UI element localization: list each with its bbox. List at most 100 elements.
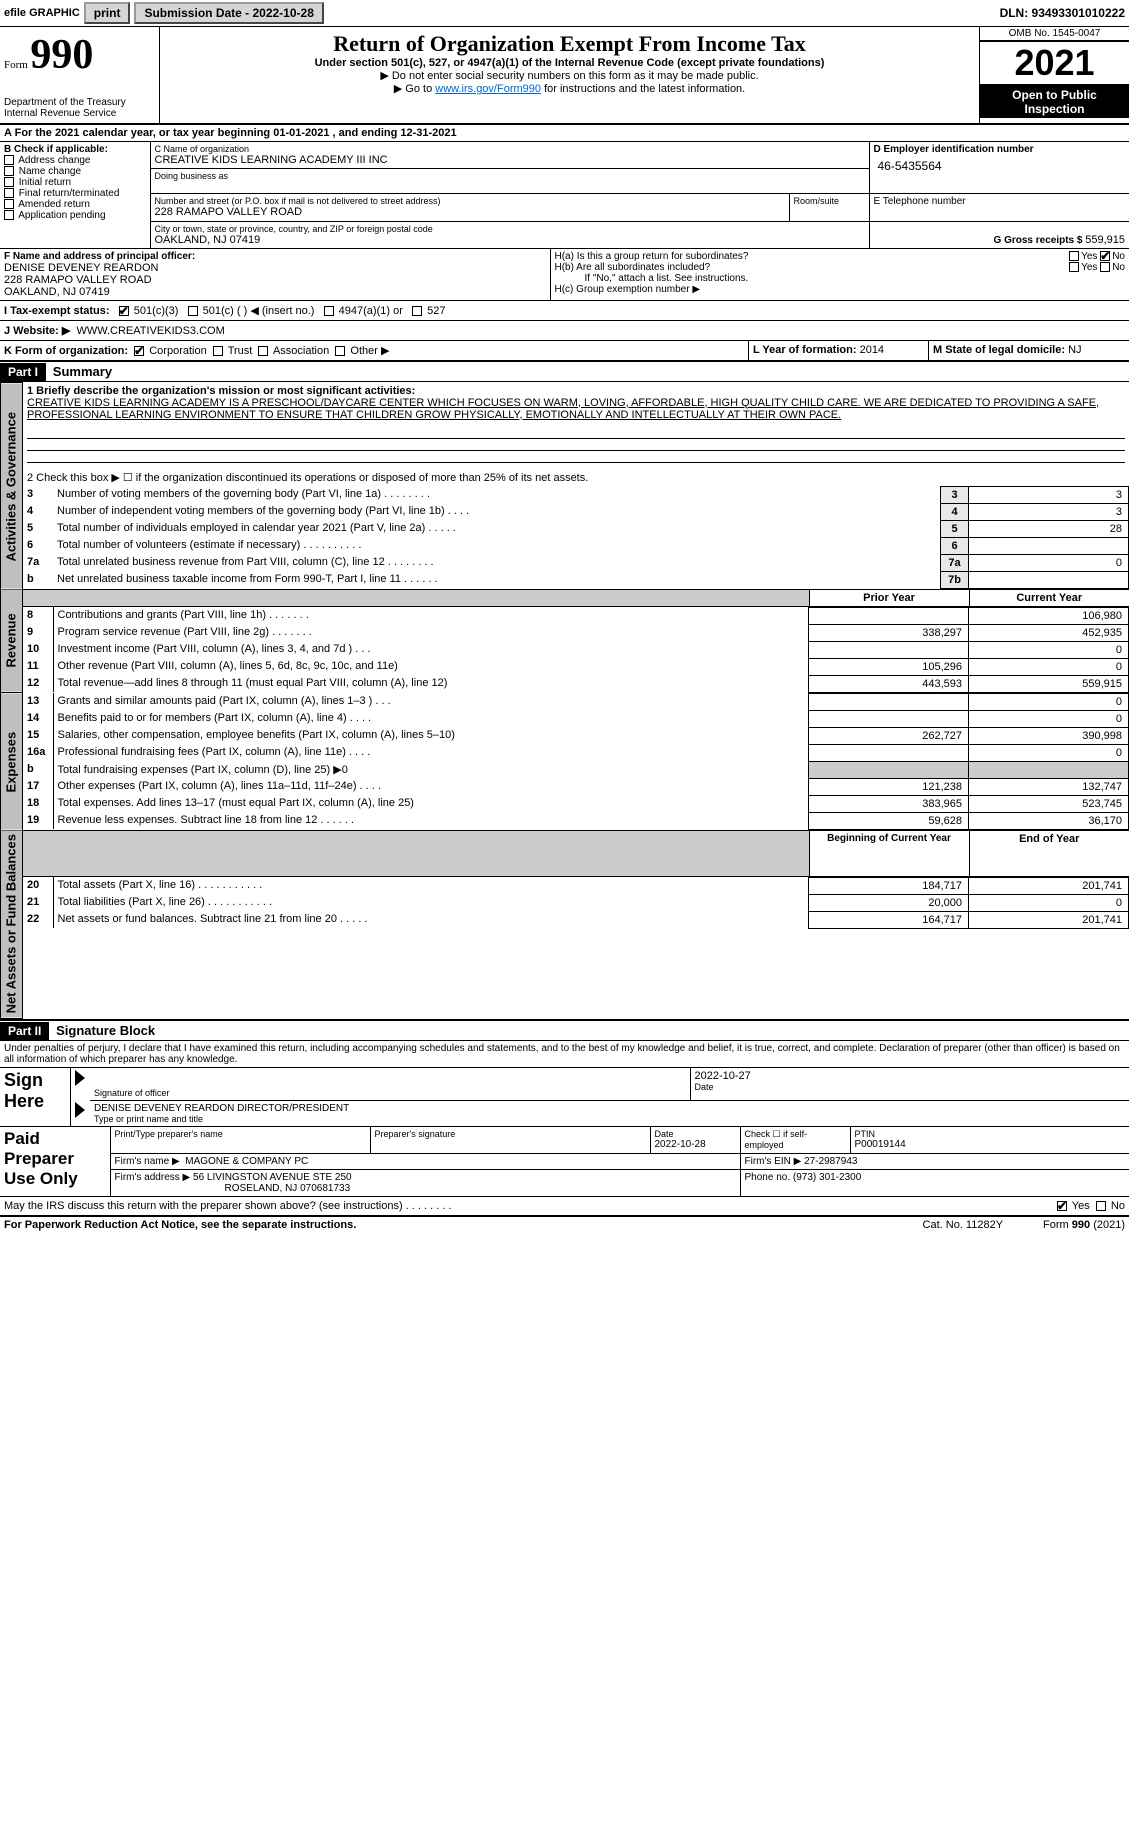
table-row: 13Grants and similar amounts paid (Part … — [23, 693, 1129, 710]
table-row: 19Revenue less expenses. Subtract line 1… — [23, 812, 1129, 829]
b-option: Address change — [4, 155, 146, 166]
phone-label: Phone no. — [745, 1172, 791, 1183]
table-row: 8Contributions and grants (Part VIII, li… — [23, 607, 1129, 624]
hb-no-checkbox[interactable] — [1100, 262, 1110, 272]
sig-officer-label: Signature of officer — [94, 1088, 686, 1098]
ssn-note: ▶ Do not enter social security numbers o… — [164, 69, 975, 82]
form-title: Return of Organization Exempt From Incom… — [164, 31, 975, 57]
vtab-activities: Activities & Governance — [1, 383, 23, 590]
table-row: bTotal fundraising expenses (Part IX, co… — [23, 761, 1129, 778]
part2-title: Signature Block — [52, 1021, 159, 1040]
hc-label: H(c) Group exemption number ▶ — [555, 284, 1126, 295]
l-value: 2014 — [860, 344, 884, 356]
line-j: J Website: ▶ WWW.CREATIVEKIDS3.COM — [0, 321, 1129, 341]
prep-date-value: 2022-10-28 — [655, 1139, 736, 1150]
table-row: 18Total expenses. Add lines 13–17 (must … — [23, 795, 1129, 812]
officer-name: DENISE DEVENEY REARDON — [4, 262, 546, 274]
table-row: 21Total liabilities (Part X, line 26) . … — [23, 894, 1129, 911]
b-option-checkbox[interactable] — [4, 155, 14, 165]
city-value: OAKLAND, NJ 07419 — [155, 234, 865, 246]
b-title: B Check if applicable: — [4, 144, 146, 155]
table-row: 17Other expenses (Part IX, column (A), l… — [23, 778, 1129, 795]
arrow-icon — [75, 1102, 85, 1118]
col-prior: Prior Year — [809, 589, 969, 606]
paid-preparer-block: Paid Preparer Use Only Print/Type prepar… — [0, 1127, 1129, 1197]
b-option: Amended return — [4, 199, 146, 210]
no-label: No — [1112, 251, 1125, 262]
table-row: 4Number of independent voting members of… — [23, 503, 1129, 520]
sign-here-label: Sign Here — [4, 1070, 66, 1112]
a-text: For the 2021 calendar year, or tax year … — [15, 127, 457, 139]
dba-value — [155, 181, 865, 191]
line-a: A For the 2021 calendar year, or tax yea… — [0, 125, 1129, 142]
i-501c-checkbox[interactable] — [188, 306, 198, 316]
dba-label: Doing business as — [155, 171, 865, 181]
e-value — [874, 207, 1126, 219]
irs-label: Internal Revenue Service — [4, 108, 155, 119]
j-label: J Website: ▶ — [4, 325, 70, 337]
table-row: 22Net assets or fund balances. Subtract … — [23, 911, 1129, 928]
table-row: 11Other revenue (Part VIII, column (A), … — [23, 658, 1129, 675]
b-option-checkbox[interactable] — [4, 210, 14, 220]
k-assoc-checkbox[interactable] — [258, 346, 268, 356]
ein-value: 46-5435564 — [874, 155, 1126, 173]
paid-preparer-label: Paid Preparer Use Only — [4, 1129, 106, 1189]
i-501c3-checkbox[interactable] — [119, 306, 129, 316]
l2-text: 2 Check this box ▶ ☐ if the organization… — [27, 471, 1125, 484]
table-row: 5Total number of individuals employed in… — [23, 520, 1129, 537]
k-label: K Form of organization: — [4, 345, 128, 357]
k-trust-checkbox[interactable] — [213, 346, 223, 356]
sig-date-label: Date — [695, 1082, 1126, 1092]
arrow-icon — [75, 1070, 85, 1086]
g-label: G Gross receipts $ — [994, 235, 1083, 246]
table-row: 15Salaries, other compensation, employee… — [23, 727, 1129, 744]
k-other-checkbox[interactable] — [335, 346, 345, 356]
table-row: 6Total number of volunteers (estimate if… — [23, 537, 1129, 554]
l1-label: 1 Briefly describe the organization's mi… — [27, 385, 415, 397]
k-corp-checkbox[interactable] — [134, 346, 144, 356]
g-value: 559,915 — [1085, 234, 1125, 246]
part2-label: Part II — [0, 1022, 49, 1040]
table-row: 20Total assets (Part X, line 16) . . . .… — [23, 877, 1129, 894]
b-option-checkbox[interactable] — [4, 199, 14, 209]
m-label: M State of legal domicile: — [933, 344, 1065, 356]
self-employed-check: Check ☐ if self-employed — [740, 1127, 850, 1154]
table-row: 3Number of voting members of the governi… — [23, 486, 1129, 503]
may-irs-no-checkbox[interactable] — [1096, 1201, 1106, 1211]
goto-post: for instructions and the latest informat… — [541, 83, 745, 95]
may-irs-yes-checkbox[interactable] — [1057, 1201, 1067, 1211]
b-option-checkbox[interactable] — [4, 166, 14, 176]
b-option-checkbox[interactable] — [4, 188, 14, 198]
ha-no-checkbox[interactable] — [1100, 251, 1110, 261]
l-label: L Year of formation: — [753, 344, 857, 356]
form-number: 990 — [30, 32, 93, 78]
i-527-checkbox[interactable] — [412, 306, 422, 316]
tax-year: 2021 — [984, 42, 1125, 84]
table-row: 16aProfessional fundraising fees (Part I… — [23, 744, 1129, 761]
i-label: I Tax-exempt status: — [4, 305, 110, 317]
ptin-label: PTIN — [855, 1129, 1126, 1139]
street-value: 228 RAMAPO VALLEY ROAD — [155, 206, 785, 218]
part1-body: Activities & Governance 1 Briefly descri… — [0, 382, 1129, 1019]
ha-yes-checkbox[interactable] — [1069, 251, 1079, 261]
print-button[interactable]: print — [84, 2, 131, 24]
firm-name-value: MAGONE & COMPANY PC — [185, 1156, 308, 1167]
part1-header: Part I Summary — [0, 362, 1129, 382]
declaration-text: Under penalties of perjury, I declare th… — [0, 1041, 1129, 1068]
submission-date-button[interactable]: Submission Date - 2022-10-28 — [134, 2, 323, 24]
prep-date-label: Date — [655, 1129, 736, 1139]
table-row: 14Benefits paid to or for members (Part … — [23, 710, 1129, 727]
b-option: Final return/terminated — [4, 188, 146, 199]
b-option-checkbox[interactable] — [4, 177, 14, 187]
officer-name-title: DENISE DEVENEY REARDON DIRECTOR/PRESIDEN… — [94, 1103, 1125, 1114]
table-row: bNet unrelated business taxable income f… — [23, 571, 1129, 588]
irs-link[interactable]: www.irs.gov/Form990 — [435, 83, 541, 95]
i-4947-checkbox[interactable] — [324, 306, 334, 316]
may-irs-row: May the IRS discuss this return with the… — [0, 1197, 1129, 1215]
officer-street: 228 RAMAPO VALLEY ROAD — [4, 274, 546, 286]
b-option: Initial return — [4, 177, 146, 188]
vtab-net: Net Assets or Fund Balances — [1, 830, 23, 1018]
website-value: WWW.CREATIVEKIDS3.COM — [76, 325, 224, 337]
mission-text: CREATIVE KIDS LEARNING ACADEMY IS A PRES… — [27, 397, 1125, 421]
hb-yes-checkbox[interactable] — [1069, 262, 1079, 272]
